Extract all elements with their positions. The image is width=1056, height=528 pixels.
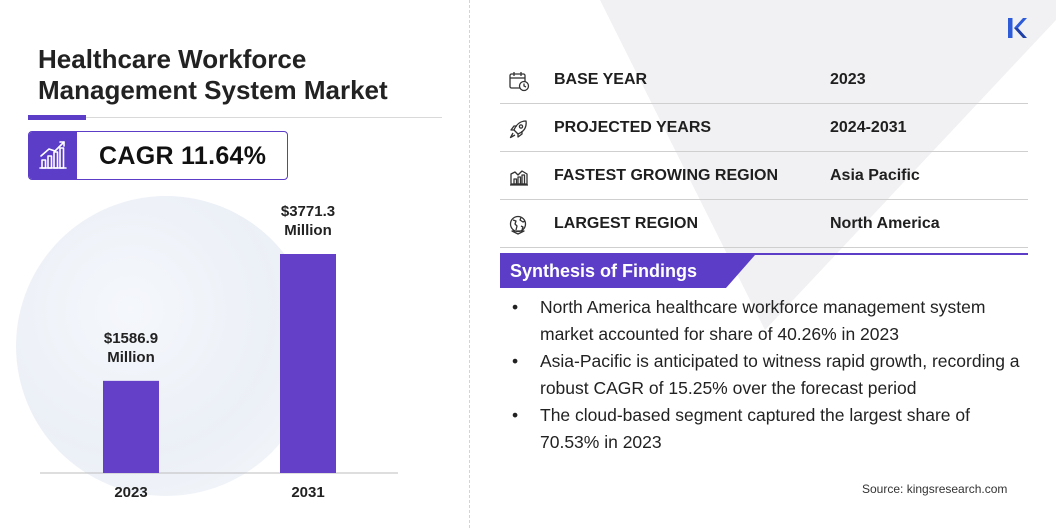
synthesis-title: Synthesis of Findings (510, 261, 698, 281)
finding-item: Asia-Pacific is anticipated to witness r… (510, 348, 1030, 402)
bar-2023 (103, 380, 159, 473)
region-growth-icon (510, 170, 528, 186)
base-year-label: BASE YEAR (554, 71, 648, 88)
info-row-largest-region: LARGEST REGION North America (500, 200, 1028, 248)
projected-years-label: PROJECTED YEARS (554, 119, 712, 136)
fastest-region-value: Asia Pacific (830, 167, 920, 184)
source-credit: Source: kingsresearch.com (862, 482, 1008, 496)
info-row-projected-years: PROJECTED YEARS 2024-2031 (500, 104, 1028, 152)
market-summary-panel: Healthcare Workforce Management System M… (0, 0, 468, 528)
x-tick-label: 2023 (114, 484, 147, 501)
largest-region-value: North America (830, 215, 940, 232)
world-map-background (16, 196, 316, 496)
fastest-region-label: FASTEST GROWING REGION (554, 167, 779, 184)
bar-value-label: $1586.9 (104, 330, 158, 347)
kingsresearch-logo-icon (1008, 18, 1027, 38)
finding-item: North America healthcare workforce manag… (510, 294, 1030, 348)
title-divider-accent (28, 115, 86, 120)
cagr-badge: CAGR 11.64% (28, 131, 288, 180)
base-year-value: 2023 (830, 71, 866, 88)
rocket-icon (509, 120, 527, 139)
bar-value-label: Million (284, 222, 332, 239)
market-size-bar-chart: $1586.9 Million 2023 $3771.3 Million 2031 (40, 203, 398, 501)
info-row-fastest-region: FASTEST GROWING REGION Asia Pacific (500, 152, 1028, 200)
calendar-icon (509, 72, 530, 92)
finding-item: The cloud-based segment captured the lar… (510, 402, 1030, 456)
growth-chart-icon (29, 132, 77, 179)
page-title: Healthcare Workforce Management System M… (38, 44, 388, 105)
largest-region-label: LARGEST REGION (554, 215, 699, 232)
bar-value-label: $3771.3 (281, 203, 335, 220)
findings-list: North America healthcare workforce manag… (510, 294, 1030, 456)
synthesis-header-banner (500, 255, 755, 288)
title-divider (28, 117, 442, 118)
projected-years-value: 2024-2031 (830, 119, 907, 136)
info-row-base-year: BASE YEAR 2023 (500, 56, 1028, 104)
cagr-value: CAGR 11.64% (99, 142, 267, 170)
key-facts-panel: BASE YEAR 2023 PROJECTED YEARS 2024-2031 (470, 0, 1056, 528)
decorative-background-triangle (600, 0, 1056, 330)
globe-icon (509, 215, 527, 235)
bar-value-label: Million (107, 349, 155, 366)
synthesis-rule (500, 253, 1028, 255)
bar-2031 (280, 254, 336, 473)
panel-divider (469, 0, 470, 528)
x-tick-label: 2031 (291, 484, 324, 501)
